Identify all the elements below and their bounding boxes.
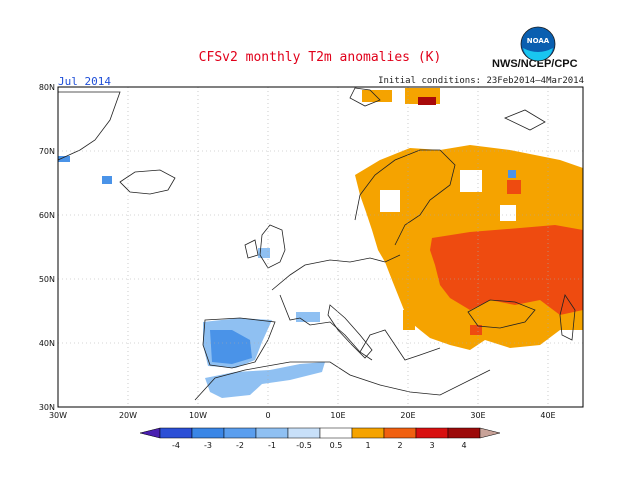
lon-label: 30W <box>49 411 67 420</box>
warm-anomaly-patch <box>403 310 415 330</box>
colorbar-max-arrow <box>479 427 501 439</box>
iberia-outline <box>202 317 276 369</box>
lat-label: 30N <box>39 403 55 412</box>
map-frame <box>57 86 584 408</box>
lon-label: 10E <box>330 411 345 420</box>
greenland-outline <box>57 91 121 161</box>
logo-text: NOAA <box>527 37 550 45</box>
lat-label: 80N <box>39 83 55 92</box>
lon-label: 30E <box>470 411 485 420</box>
forecast-month: Jul 2014 <box>58 75 111 88</box>
very-hot-anomaly-patch <box>418 97 436 105</box>
north-africa-coast <box>194 361 491 401</box>
colorbar-tick: 4 <box>461 441 466 450</box>
latitude-labels: 80N 70N 60N 50N 40N 30N <box>39 83 55 412</box>
color-bar <box>139 427 501 439</box>
colorbar-min-arrow <box>139 427 161 439</box>
warm-anomaly-patch <box>362 90 392 102</box>
colorbar-tick: -1 <box>268 441 276 450</box>
agency-label: NWS/NCEP/CPC <box>492 58 578 70</box>
initial-conditions: Initial conditions: 23Feb2014–4Mar2014 <box>378 76 584 86</box>
coastlines <box>57 87 576 401</box>
colorbar-bin <box>383 427 417 439</box>
colorbar-ticks: -4 -3 -2 -1 -0.5 0.5 1 2 3 4 <box>172 441 467 450</box>
colorbar-bin <box>415 427 449 439</box>
cold-anomaly-patch <box>508 170 516 178</box>
cold-anomaly-north-africa <box>205 362 325 398</box>
lon-label: 10W <box>189 411 207 420</box>
scandinavia-outline <box>354 149 456 246</box>
lon-label: 20E <box>400 411 415 420</box>
lat-label: 70N <box>39 147 55 156</box>
longitude-labels: 30W 20W 10W 0 10E 20E 30E 40E <box>49 411 556 420</box>
colorbar-bin <box>223 427 257 439</box>
colorbar-bin <box>287 427 321 439</box>
cold-anomaly-patch <box>258 248 270 258</box>
colorbar-bin <box>447 427 481 439</box>
lon-label: 40E <box>540 411 555 420</box>
black-sea-outline <box>467 299 536 329</box>
colorbar-tick: 3 <box>429 441 434 450</box>
noaa-logo: NOAA <box>520 26 556 62</box>
colorbar-bin <box>191 427 225 439</box>
colorbar-tick: -4 <box>172 441 180 450</box>
anomaly-fields <box>58 88 583 398</box>
graticule <box>58 87 583 407</box>
colorbar-tick: 2 <box>397 441 402 450</box>
lat-label: 50N <box>39 275 55 284</box>
cold-anomaly-patch <box>58 156 70 162</box>
italy-outline <box>327 304 373 359</box>
hot-anomaly-region <box>430 225 583 315</box>
lat-label: 40N <box>39 339 55 348</box>
colorbar-tick: 0.5 <box>330 441 343 450</box>
caspian-outline <box>559 294 576 341</box>
hot-anomaly-patch <box>470 325 482 335</box>
europe-coast <box>271 254 441 361</box>
british-isles-outline <box>244 224 286 269</box>
lon-label: 0 <box>265 411 270 420</box>
colorbar-tick: -0.5 <box>296 441 312 450</box>
cold-anomaly-patch <box>296 312 320 322</box>
colorbar-tick: -3 <box>204 441 212 450</box>
colorbar-tick: 1 <box>365 441 370 450</box>
colorbar-bin <box>159 427 193 439</box>
cold-anomaly-iberia-core <box>210 330 252 364</box>
colorbar-bin <box>319 427 353 439</box>
svalbard-outline <box>349 87 381 107</box>
colorbar-bin <box>351 427 385 439</box>
colorbar-tick: -2 <box>236 441 244 450</box>
lat-label: 60N <box>39 211 55 220</box>
novaya-zemlya-outline <box>504 109 546 131</box>
lon-label: 20W <box>119 411 137 420</box>
cold-anomaly-patch <box>102 176 112 184</box>
hot-anomaly-patch <box>507 180 521 194</box>
iceland-outline <box>119 169 176 195</box>
chart-title: CFSv2 monthly T2m anomalies (K) <box>198 50 442 65</box>
colorbar-bin <box>255 427 289 439</box>
